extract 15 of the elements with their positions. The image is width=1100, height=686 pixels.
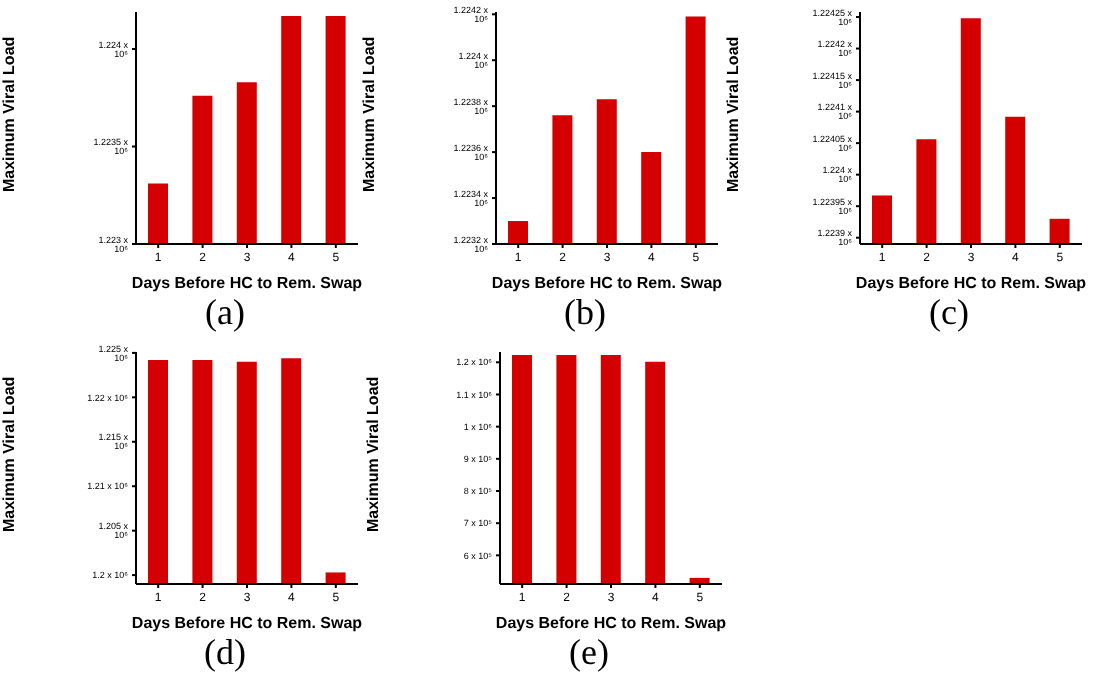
x-axis-title: Days Before HC to Rem. Swap — [131, 614, 363, 632]
y-axis-title: Maximum Viral Load — [0, 36, 18, 192]
text: (a) — [203, 292, 247, 334]
y-axis-title: Maximum Viral Load — [0, 376, 18, 532]
x-axis-title: Days Before HC to Rem. Swap — [495, 614, 727, 632]
text: (b) — [562, 292, 608, 334]
text: (c) — [927, 292, 971, 334]
x-axis-title: Days Before HC to Rem. Swap — [491, 274, 723, 292]
text: (d) — [202, 632, 248, 674]
y-axis-title: Maximum Viral Load — [363, 376, 382, 532]
y-axis-title: Maximum Viral Load — [359, 36, 378, 192]
x-axis-title: Days Before HC to Rem. Swap — [855, 274, 1087, 292]
x-axis-title: Days Before HC to Rem. Swap — [131, 274, 363, 292]
y-axis-title: Maximum Viral Load — [723, 36, 742, 192]
text: (e) — [567, 632, 611, 674]
